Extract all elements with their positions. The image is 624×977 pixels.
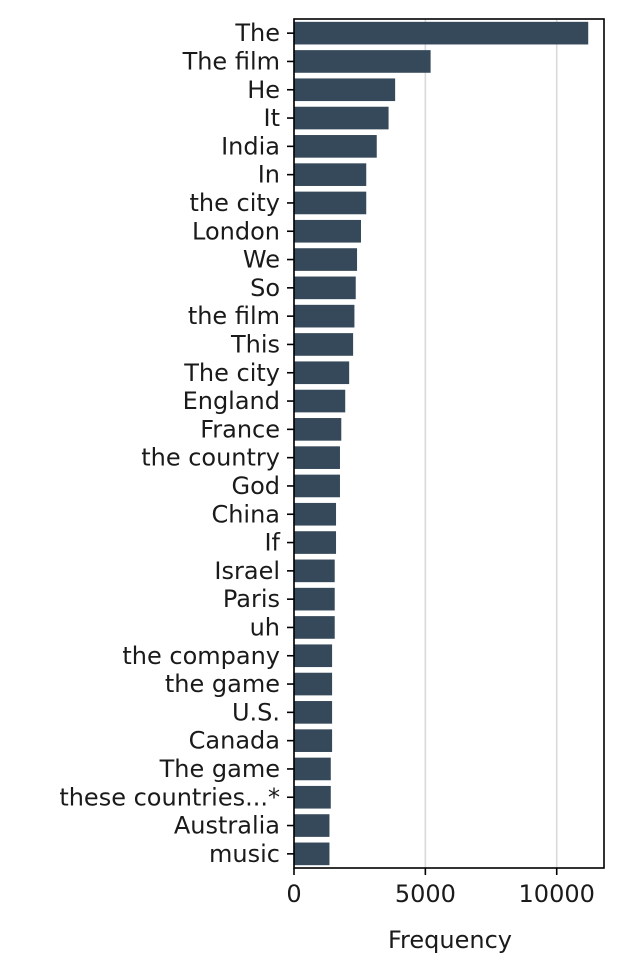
- bar: [294, 106, 389, 130]
- y-tick-label: music: [209, 840, 280, 868]
- y-tick-label: If: [264, 529, 280, 557]
- y-tick-label: He: [247, 76, 280, 104]
- bar: [294, 502, 337, 526]
- bar: [294, 191, 367, 215]
- y-tick-label: The: [234, 19, 280, 47]
- x-axis-title: Frequency: [388, 926, 512, 954]
- plot-frame: [293, 18, 605, 869]
- y-tick-label: In: [258, 161, 280, 189]
- y-tick-label: Australia: [174, 812, 280, 840]
- y-tick-label: Paris: [223, 585, 280, 613]
- bar: [294, 842, 330, 866]
- bar: [294, 50, 431, 73]
- y-tick-label: India: [221, 132, 280, 160]
- bar: [294, 644, 333, 668]
- y-tick-label: the company: [122, 642, 280, 670]
- bar: [294, 729, 333, 752]
- x-tick-label: 5000: [395, 880, 456, 908]
- y-tick-label: We: [243, 246, 280, 274]
- bar: [294, 135, 377, 158]
- y-tick-label: China: [211, 500, 280, 528]
- y-tick-label: London: [192, 217, 280, 245]
- bar: [294, 757, 331, 781]
- bar: [294, 616, 335, 639]
- bar: [294, 276, 356, 300]
- y-tick-label: This: [230, 330, 280, 358]
- bar: [294, 389, 346, 413]
- bar: [294, 304, 355, 328]
- bar: [294, 785, 331, 809]
- bar: [294, 701, 333, 724]
- bar: [294, 418, 342, 441]
- bar: [294, 446, 340, 469]
- y-tick-label: France: [200, 415, 280, 443]
- y-tick-label: God: [231, 472, 280, 500]
- bar: [294, 21, 589, 45]
- y-tick-label: the film: [188, 302, 280, 330]
- y-tick-label: Canada: [189, 727, 280, 755]
- y-tick-label: the country: [141, 444, 280, 472]
- y-tick-label: So: [250, 274, 280, 302]
- bar: [294, 559, 335, 583]
- bar: [294, 333, 354, 356]
- bars: [294, 21, 589, 866]
- bar: [294, 219, 361, 243]
- y-tick-label: U.S.: [232, 698, 280, 726]
- bar: [294, 78, 396, 102]
- y-tick-label: the game: [165, 670, 280, 698]
- y-tick-label: England: [183, 387, 280, 415]
- y-tick-label: The city: [183, 359, 280, 387]
- x-tick-label: 0: [286, 880, 301, 908]
- y-tick-label: these countries...*: [59, 783, 280, 811]
- bar: [294, 587, 335, 611]
- bar: [294, 672, 333, 696]
- bar: [294, 361, 350, 385]
- y-tick-label: Israel: [214, 557, 280, 585]
- y-tick-label: It: [264, 104, 281, 132]
- y-tick-label: uh: [250, 613, 280, 641]
- bar: [294, 814, 330, 837]
- bar: [294, 163, 367, 186]
- x-tick-label: 10000: [519, 880, 595, 908]
- y-tick-label: The game: [159, 755, 280, 783]
- y-tick-label: the city: [190, 189, 281, 217]
- bar: [294, 248, 358, 271]
- y-tick-label: The film: [182, 47, 280, 75]
- bar: [294, 474, 340, 498]
- bar: [294, 531, 337, 554]
